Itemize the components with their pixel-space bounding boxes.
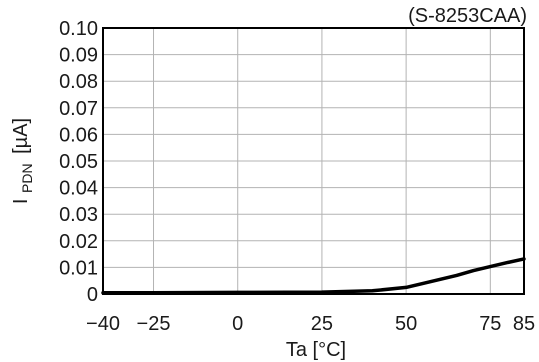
y-axis-title-unit: [µA] bbox=[10, 118, 32, 154]
series-line bbox=[101, 257, 526, 295]
x-tick-label: −40 bbox=[86, 313, 120, 335]
y-tick-label: 0.06 bbox=[59, 124, 98, 146]
y-tick-label: 0.02 bbox=[59, 231, 98, 253]
y-axis-title-symbol: I bbox=[10, 199, 32, 205]
x-tick-label: −25 bbox=[137, 313, 171, 335]
y-tick-label: 0.07 bbox=[59, 98, 98, 120]
x-tick-labels: −40 −25 0 25 50 75 85 bbox=[86, 313, 535, 335]
y-tick-label: 0.05 bbox=[59, 151, 98, 173]
y-axis-title-subscript: PDN bbox=[19, 163, 35, 193]
chart-title: (S-8253CAA) bbox=[408, 5, 527, 27]
y-tick-label: 0.10 bbox=[59, 18, 98, 40]
series-layer bbox=[101, 257, 526, 295]
y-tick-labels: 0 0.01 0.02 0.03 0.04 0.05 0.06 0.07 0.08 0.09 0.1… bbox=[59, 18, 98, 306]
y-axis-title: I PDN [µA] bbox=[10, 118, 37, 204]
y-tick-label: 0.01 bbox=[59, 257, 98, 279]
y-tick-label: 0.09 bbox=[59, 45, 98, 67]
x-tick-label: 75 bbox=[479, 313, 501, 335]
x-tick-label: 25 bbox=[311, 313, 333, 335]
x-axis-title: Ta [°C] bbox=[286, 339, 346, 361]
x-tick-label: 0 bbox=[232, 313, 243, 335]
y-tick-label: 0.08 bbox=[59, 71, 98, 93]
grid-lines bbox=[103, 28, 524, 294]
y-tick-label: 0 bbox=[87, 284, 98, 306]
x-tick-label: 50 bbox=[395, 313, 417, 335]
y-tick-label: 0.03 bbox=[59, 204, 98, 226]
plot-frame bbox=[102, 27, 525, 295]
y-tick-label: 0.04 bbox=[59, 178, 98, 200]
x-tick-label: 85 bbox=[513, 313, 535, 335]
